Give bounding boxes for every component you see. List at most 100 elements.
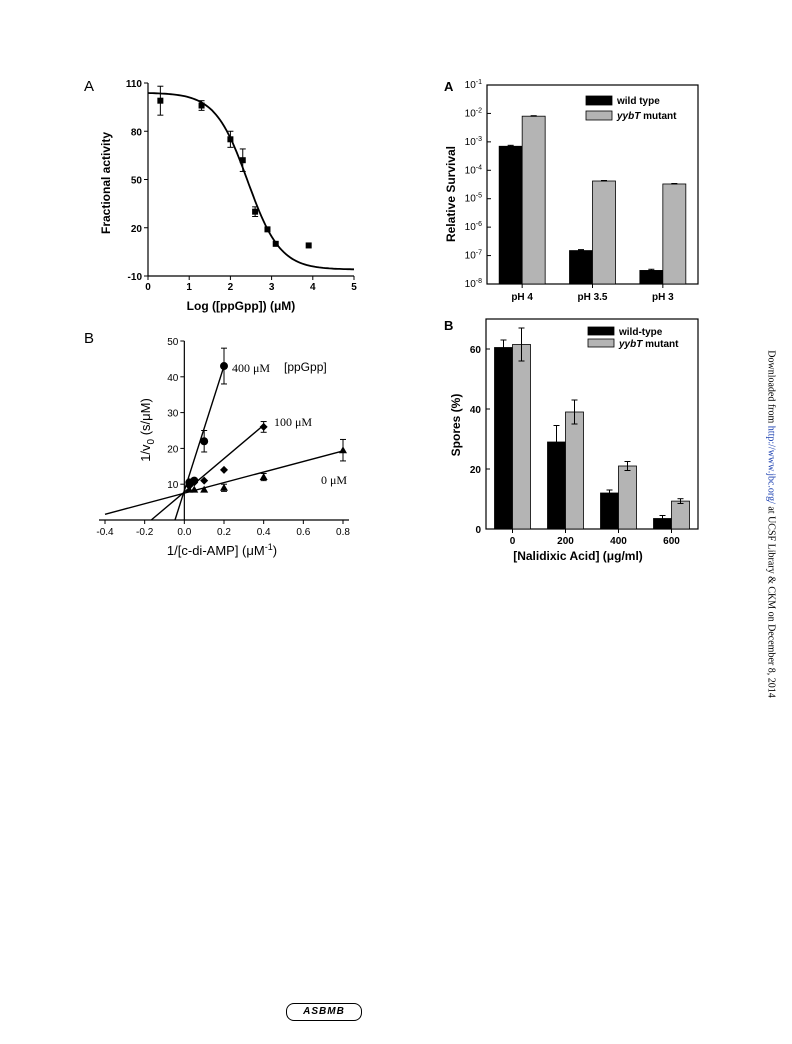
data-point <box>227 136 234 143</box>
legend-title: [ppGpp] <box>284 360 327 374</box>
bar <box>618 465 637 530</box>
data-point-diamond <box>259 422 268 431</box>
regression-line <box>150 424 265 521</box>
data-point <box>157 97 164 104</box>
bar <box>592 180 616 285</box>
download-note: Downloaded from http://www.jbc.org/ at U… <box>765 336 777 711</box>
data-point-triangle <box>259 473 268 481</box>
legend-label: yybT mutant <box>618 339 679 350</box>
y-tick-label: 50 <box>167 337 179 348</box>
dose-response-y-label: Fractional activity <box>99 132 113 234</box>
spores-y-label: Spores (%) <box>449 394 463 457</box>
x-tick-label: 0 <box>510 536 516 547</box>
double-reciprocal-x-label: 1/[c-di-AMP] (μM-1) <box>167 542 277 558</box>
y-tick-label: 40 <box>167 373 179 384</box>
spores-bar-chart: B Spores (%) [Nalidixic Acid] (μg/ml) 0 2… <box>444 318 699 563</box>
y-tick-label: 10-6 <box>465 221 482 233</box>
data-point-triangle <box>220 483 228 491</box>
y-tick-label: 10-7 <box>465 250 482 262</box>
x-tick-label: -0.2 <box>136 527 154 538</box>
x-tick-label: 0 <box>145 282 151 293</box>
panel-letter-b-right: B <box>444 318 453 333</box>
data-point <box>264 226 271 233</box>
x-tick-label: 0.0 <box>177 527 191 538</box>
data-point-triangle <box>339 446 347 454</box>
data-point-triangle <box>190 485 199 493</box>
y-tick-label: 30 <box>167 409 179 420</box>
data-point-diamond <box>220 465 228 474</box>
x-tick-label: 4 <box>310 282 316 293</box>
download-note-suffix: at UCSF Library & CKM on December 8, 201… <box>765 503 777 698</box>
bar <box>671 500 690 530</box>
y-tick-label: 0 <box>475 525 481 536</box>
y-tick-label: 20 <box>470 465 482 476</box>
bar <box>498 145 523 285</box>
y-tick-label: 10-2 <box>465 107 482 119</box>
panel-letter-a-right: A <box>444 79 454 94</box>
x-tick-label: 1 <box>186 282 192 293</box>
y-tick-label: 10 <box>167 480 179 491</box>
x-tick-label: 0.2 <box>217 527 231 538</box>
bar <box>565 411 584 530</box>
x-tick-label: pH 3.5 <box>577 292 607 303</box>
regression-line <box>104 450 344 515</box>
y-tick-label: 20 <box>131 224 143 235</box>
x-tick-label: 400 <box>610 536 627 547</box>
legend-label: wild type <box>616 96 660 107</box>
y-tick-label: 80 <box>131 127 143 138</box>
data-point-triangle <box>200 485 209 493</box>
y-tick-label: -10 <box>128 272 143 283</box>
legend-swatch <box>587 326 615 336</box>
bar <box>521 115 546 285</box>
spores-x-label: [Nalidixic Acid] (μg/ml) <box>513 549 643 563</box>
double-reciprocal-chart: B 1/v0 (s/μM) 1/[c-di-AMP] (μM-1) 10 20 30… <box>84 330 350 558</box>
data-point-diamond <box>200 476 209 485</box>
x-tick-label: 5 <box>351 282 357 293</box>
panel-letter-b-left: B <box>84 330 94 347</box>
series-label: 0 μM <box>321 473 347 487</box>
plot-frame <box>485 318 699 530</box>
legend-label: wild-type <box>618 327 663 338</box>
legend-swatch <box>585 95 613 106</box>
y-tick-label: 10-1 <box>465 79 482 91</box>
y-tick-label: 60 <box>470 345 482 356</box>
jbc-link[interactable]: http://www.jbc.org/ <box>765 425 777 504</box>
x-tick-label: 600 <box>663 536 680 547</box>
series-label: 400 μM <box>232 361 270 375</box>
x-tick-label: 2 <box>228 282 234 293</box>
dose-response-chart: A Fractional activity Log ([ppGpp]) (μM)… <box>84 78 357 313</box>
bar <box>494 347 513 530</box>
legend-label: yybT mutant <box>616 111 677 122</box>
legend-swatch <box>585 110 613 121</box>
data-point <box>198 102 205 109</box>
y-tick-label: 20 <box>167 444 179 455</box>
y-tick-label: 10-8 <box>465 278 482 290</box>
x-tick-label: pH 4 <box>511 292 533 303</box>
survival-y-label: Relative Survival <box>444 146 458 242</box>
download-note-prefix: Downloaded from <box>765 349 777 426</box>
x-tick-label: pH 3 <box>652 292 674 303</box>
panel-letter-a-left: A <box>84 78 94 95</box>
dose-response-x-label: Log ([ppGpp]) (μM) <box>187 299 296 313</box>
y-tick-label: 40 <box>470 405 482 416</box>
data-point <box>252 208 259 215</box>
y-tick-label: 10-3 <box>465 136 482 148</box>
y-tick-label: 10-5 <box>465 193 482 205</box>
bar <box>662 183 687 285</box>
bar <box>569 250 593 285</box>
data-point-diamond <box>190 478 199 487</box>
y-tick-label: 50 <box>131 176 143 187</box>
y-tick-label: 110 <box>126 79 143 90</box>
data-point-circle <box>200 437 209 446</box>
fit-curve <box>147 92 354 271</box>
x-tick-label: 200 <box>557 536 574 547</box>
x-tick-label: 3 <box>269 282 275 293</box>
double-reciprocal-y-label: 1/v0 (s/μM) <box>138 398 157 462</box>
regression-line <box>174 365 225 521</box>
x-tick-label: -0.4 <box>96 527 114 538</box>
x-tick-label: 0.4 <box>257 527 271 538</box>
x-tick-label: 0.6 <box>296 527 310 538</box>
bar <box>512 344 531 530</box>
x-tick-label: 0.8 <box>336 527 350 538</box>
